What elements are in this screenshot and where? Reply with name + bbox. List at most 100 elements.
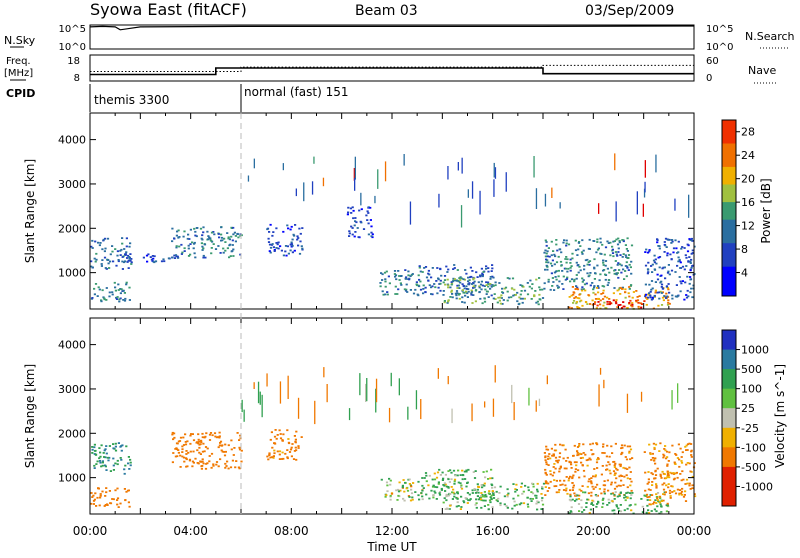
heat-cell-9 <box>577 271 580 274</box>
heat-cell-6 <box>513 504 516 507</box>
heat-cell-12 <box>660 283 664 286</box>
heat-cell-8 <box>461 296 464 299</box>
heat-cell-1 <box>117 283 120 286</box>
heat-cell-3 <box>217 233 220 235</box>
heat-cell-6 <box>451 491 454 494</box>
heat-cell-8 <box>631 492 634 494</box>
heat-cell-1 <box>97 286 100 289</box>
heat-cell-5 <box>490 468 493 471</box>
heat-cell-9 <box>617 276 620 279</box>
heat-cell-12 <box>691 296 694 299</box>
heat-cell-10 <box>596 287 599 289</box>
heat-cell-10 <box>578 300 582 303</box>
heat-cell-2 <box>142 256 145 259</box>
heat-cell-0 <box>91 446 94 448</box>
heat-cell-6 <box>520 482 523 485</box>
heat-cell-7 <box>427 272 430 275</box>
heat-cell-5 <box>362 228 366 230</box>
heat-cell-7 <box>559 484 562 486</box>
heat-cell-3 <box>210 247 213 249</box>
heat-cell-5 <box>453 495 456 498</box>
heat-cell-3 <box>221 239 224 242</box>
heat-cell-8 <box>541 297 545 299</box>
heat-cell-0 <box>101 248 104 251</box>
heat-cell-8 <box>470 289 473 292</box>
heat-cell-2 <box>197 438 200 441</box>
heat-cell-5 <box>460 495 463 498</box>
heat-cell-8 <box>568 498 571 501</box>
heat-cell-3 <box>171 240 174 243</box>
heat-cell-7 <box>462 285 465 287</box>
heat-cell-7 <box>561 483 564 486</box>
heat-cell-2 <box>154 260 158 263</box>
heat-cell-6 <box>460 506 463 508</box>
heat-cell-12 <box>660 292 663 294</box>
heat-cell-6 <box>453 482 456 485</box>
heat-cell-7 <box>470 293 473 296</box>
heat-cell-8 <box>617 507 620 510</box>
heat-cell-8 <box>467 280 470 283</box>
heat-cell-7 <box>558 456 561 458</box>
heat-cell-6 <box>535 497 538 499</box>
heat-cell-9 <box>671 485 674 488</box>
power-colorbar-swatch <box>722 260 736 268</box>
heat-cell-9 <box>616 254 619 257</box>
heat-cell-3 <box>196 227 199 229</box>
heat-cell-8 <box>570 510 573 513</box>
heat-cell-9 <box>592 240 595 242</box>
power-y-axis-label: Slant Range [km] <box>23 159 37 263</box>
heat-cell-0 <box>93 467 96 469</box>
heat-cell-7 <box>470 290 474 293</box>
heat-cell-3 <box>193 241 196 244</box>
heat-cell-12 <box>681 280 684 282</box>
heat-cell-9 <box>678 458 681 461</box>
heat-streak <box>388 407 391 423</box>
heat-cell-3 <box>178 245 181 248</box>
heat-cell-7 <box>606 479 609 482</box>
heat-cell-2 <box>202 462 205 465</box>
heat-cell-7 <box>491 275 494 278</box>
heat-cell-1 <box>123 292 126 294</box>
heat-cell-4 <box>395 489 398 492</box>
heat-cell-2 <box>238 467 241 470</box>
heat-cell-7 <box>480 288 483 291</box>
velocity-colorbar-tick-label: -1000 <box>741 480 773 493</box>
heat-cell-1 <box>100 300 103 303</box>
heat-cell-5 <box>481 494 484 496</box>
heat-cell-10 <box>626 307 629 309</box>
nsearch-tick-top: 10^5 <box>706 24 733 35</box>
heat-cell-8 <box>589 508 592 511</box>
heat-cell-9 <box>600 253 603 255</box>
heat-cell-5 <box>436 471 440 474</box>
heat-cell-8 <box>468 279 471 281</box>
heat-cell-8 <box>619 504 622 506</box>
heat-cell-9 <box>681 493 684 496</box>
heat-cell-2 <box>210 466 213 469</box>
heat-cell-7 <box>566 456 569 459</box>
heat-cell-7 <box>431 293 434 296</box>
heat-cell-1 <box>92 494 95 497</box>
y-tick-label: 4000 <box>58 134 86 147</box>
heat-cell-5 <box>357 236 360 238</box>
heat-cell-1 <box>92 500 96 502</box>
heat-cell-6 <box>540 508 543 510</box>
heat-cell-7 <box>559 479 562 482</box>
heat-cell-0 <box>109 253 112 256</box>
heat-cell-2 <box>173 432 176 435</box>
heat-cell-9 <box>654 443 658 446</box>
heat-cell-6 <box>541 487 544 489</box>
heat-cell-6 <box>459 482 462 485</box>
heat-cell-9 <box>658 495 662 498</box>
heat-cell-7 <box>472 294 475 296</box>
heat-cell-5 <box>491 486 494 489</box>
heat-cell-8 <box>570 506 573 509</box>
heat-cell-3 <box>230 250 233 253</box>
heat-cell-11 <box>643 300 646 302</box>
heat-cell-2 <box>149 256 152 258</box>
heat-cell-3 <box>271 446 274 449</box>
power-colorbar-swatch <box>722 231 736 238</box>
heat-cell-9 <box>543 282 546 285</box>
heat-cell-8 <box>610 492 613 495</box>
heat-cell-12 <box>691 265 694 267</box>
heat-cell-6 <box>409 275 412 277</box>
